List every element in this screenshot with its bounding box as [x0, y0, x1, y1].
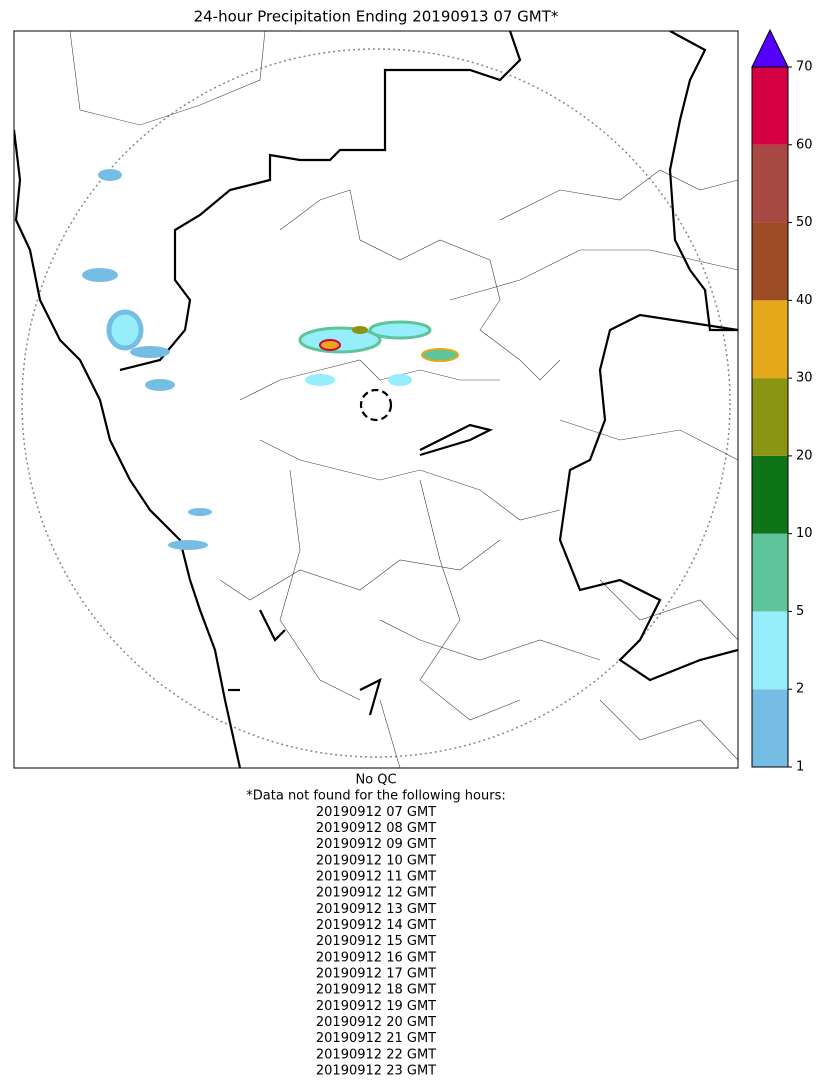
footnote-line: 20190912 18 GMT	[316, 983, 436, 998]
colorbar-segment	[752, 689, 788, 767]
footnote-line: 20190912 10 GMT	[316, 853, 436, 868]
footnote-line: 20190912 07 GMT	[316, 805, 436, 820]
colorbar-segment	[752, 144, 788, 223]
footnote-line: 20190912 15 GMT	[316, 934, 436, 949]
footnote-line: 20190912 13 GMT	[316, 902, 436, 917]
footnote-line: 20190912 08 GMT	[316, 821, 436, 836]
footnote-line: 20190912 22 GMT	[316, 1047, 436, 1062]
radar-site	[359, 388, 393, 422]
precip-areas	[82, 169, 459, 550]
footnote-line: 20190912 12 GMT	[316, 886, 436, 901]
colorbar-segment	[752, 455, 788, 534]
footnote-line: 20190912 16 GMT	[316, 950, 436, 965]
colorbar-tick-label: 40	[796, 293, 813, 308]
colorbar-tick-label: 10	[796, 526, 813, 541]
colorbar-segment	[752, 378, 788, 456]
footnote-line: 20190912 11 GMT	[316, 870, 436, 885]
map-title: 24-hour Precipitation Ending 20190913 07…	[194, 8, 559, 26]
colorbar-extend	[751, 28, 789, 68]
colorbar-tick-label: 60	[796, 137, 813, 152]
colorbar-segment	[752, 67, 788, 145]
colorbar-tick-label: 50	[796, 215, 813, 230]
footnote-line: 20190912 21 GMT	[316, 1031, 436, 1046]
colorbar-frame	[751, 66, 789, 768]
map	[13, 30, 739, 769]
state-borders	[14, 31, 738, 768]
footnote-line: 20190912 14 GMT	[316, 918, 436, 933]
footnote-line: 20190912 17 GMT	[316, 967, 436, 982]
footnote-line: *Data not found for the following hours:	[246, 789, 505, 804]
colorbar-tick-label: 30	[796, 371, 813, 386]
colorbar-tick-label: 5	[796, 604, 804, 619]
colorbar-tick-label: 2	[796, 682, 804, 697]
colorbar-segment	[752, 300, 788, 379]
footnote-line: 20190912 23 GMT	[316, 1064, 436, 1079]
footnote-line: 20190912 19 GMT	[316, 999, 436, 1014]
district-borders	[69, 31, 738, 768]
colorbar-segment	[752, 222, 788, 301]
map-frame	[13, 30, 739, 769]
footnote-line: 20190912 20 GMT	[316, 1015, 436, 1030]
colorbar-tick-label: 1	[796, 760, 804, 775]
colorbar-segment	[752, 611, 788, 690]
colorbar-tick-label: 20	[796, 448, 813, 463]
colorbar-tick-label: 70	[796, 60, 813, 75]
radar-range	[21, 48, 731, 758]
colorbar-segment	[752, 533, 788, 612]
footnote-line: 20190912 09 GMT	[316, 837, 436, 852]
footnote-line: No QC	[355, 773, 396, 788]
